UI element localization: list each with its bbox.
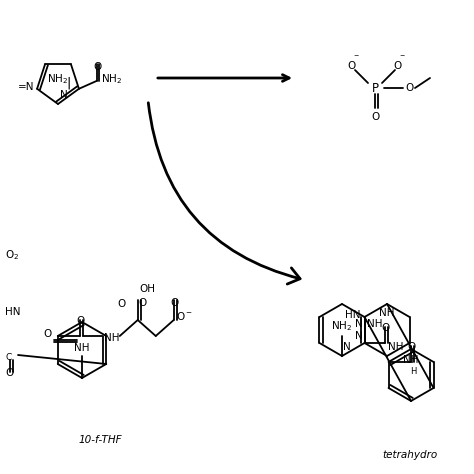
Text: tetrahydro: tetrahydro [383,450,438,460]
Text: N: N [60,90,68,100]
Text: O: O [118,299,126,309]
Text: O: O [94,62,102,72]
Text: O: O [44,329,52,339]
Text: HN: HN [345,310,361,320]
Text: O: O [372,112,380,122]
Text: NH: NH [366,319,382,329]
Text: O: O [171,298,179,308]
Text: $^-$: $^-$ [352,52,360,61]
Text: O: O [405,83,413,93]
Text: N: N [343,342,351,352]
Text: O: O [407,342,416,352]
Text: C: C [5,354,11,363]
Text: NH$_2$: NH$_2$ [47,72,68,86]
Text: NH$_2$: NH$_2$ [331,319,353,333]
Text: HN: HN [5,307,20,317]
Text: N: N [355,331,363,341]
Text: O: O [77,316,85,326]
Text: 10-f-THF: 10-f-THF [78,435,122,445]
Text: $^-$: $^-$ [398,52,406,61]
Text: O: O [394,61,402,71]
Text: NH$_2$: NH$_2$ [101,72,122,86]
Text: O$^-$: O$^-$ [176,310,193,322]
Text: NH: NH [74,343,90,353]
Text: O: O [5,368,13,378]
Text: O: O [348,61,356,71]
Text: NH: NH [379,308,395,318]
Text: NH: NH [104,333,119,343]
Text: P: P [372,82,379,94]
Text: O: O [382,323,390,333]
Text: =N: =N [18,82,34,92]
Text: NH: NH [388,342,403,352]
Text: O$_2$: O$_2$ [5,248,19,262]
Text: |: | [67,76,71,89]
FancyArrowPatch shape [148,103,300,284]
Text: H: H [410,367,416,376]
Text: O: O [139,298,147,308]
Text: OH: OH [140,284,156,294]
Text: NH: NH [403,355,419,365]
Text: N: N [355,319,363,329]
